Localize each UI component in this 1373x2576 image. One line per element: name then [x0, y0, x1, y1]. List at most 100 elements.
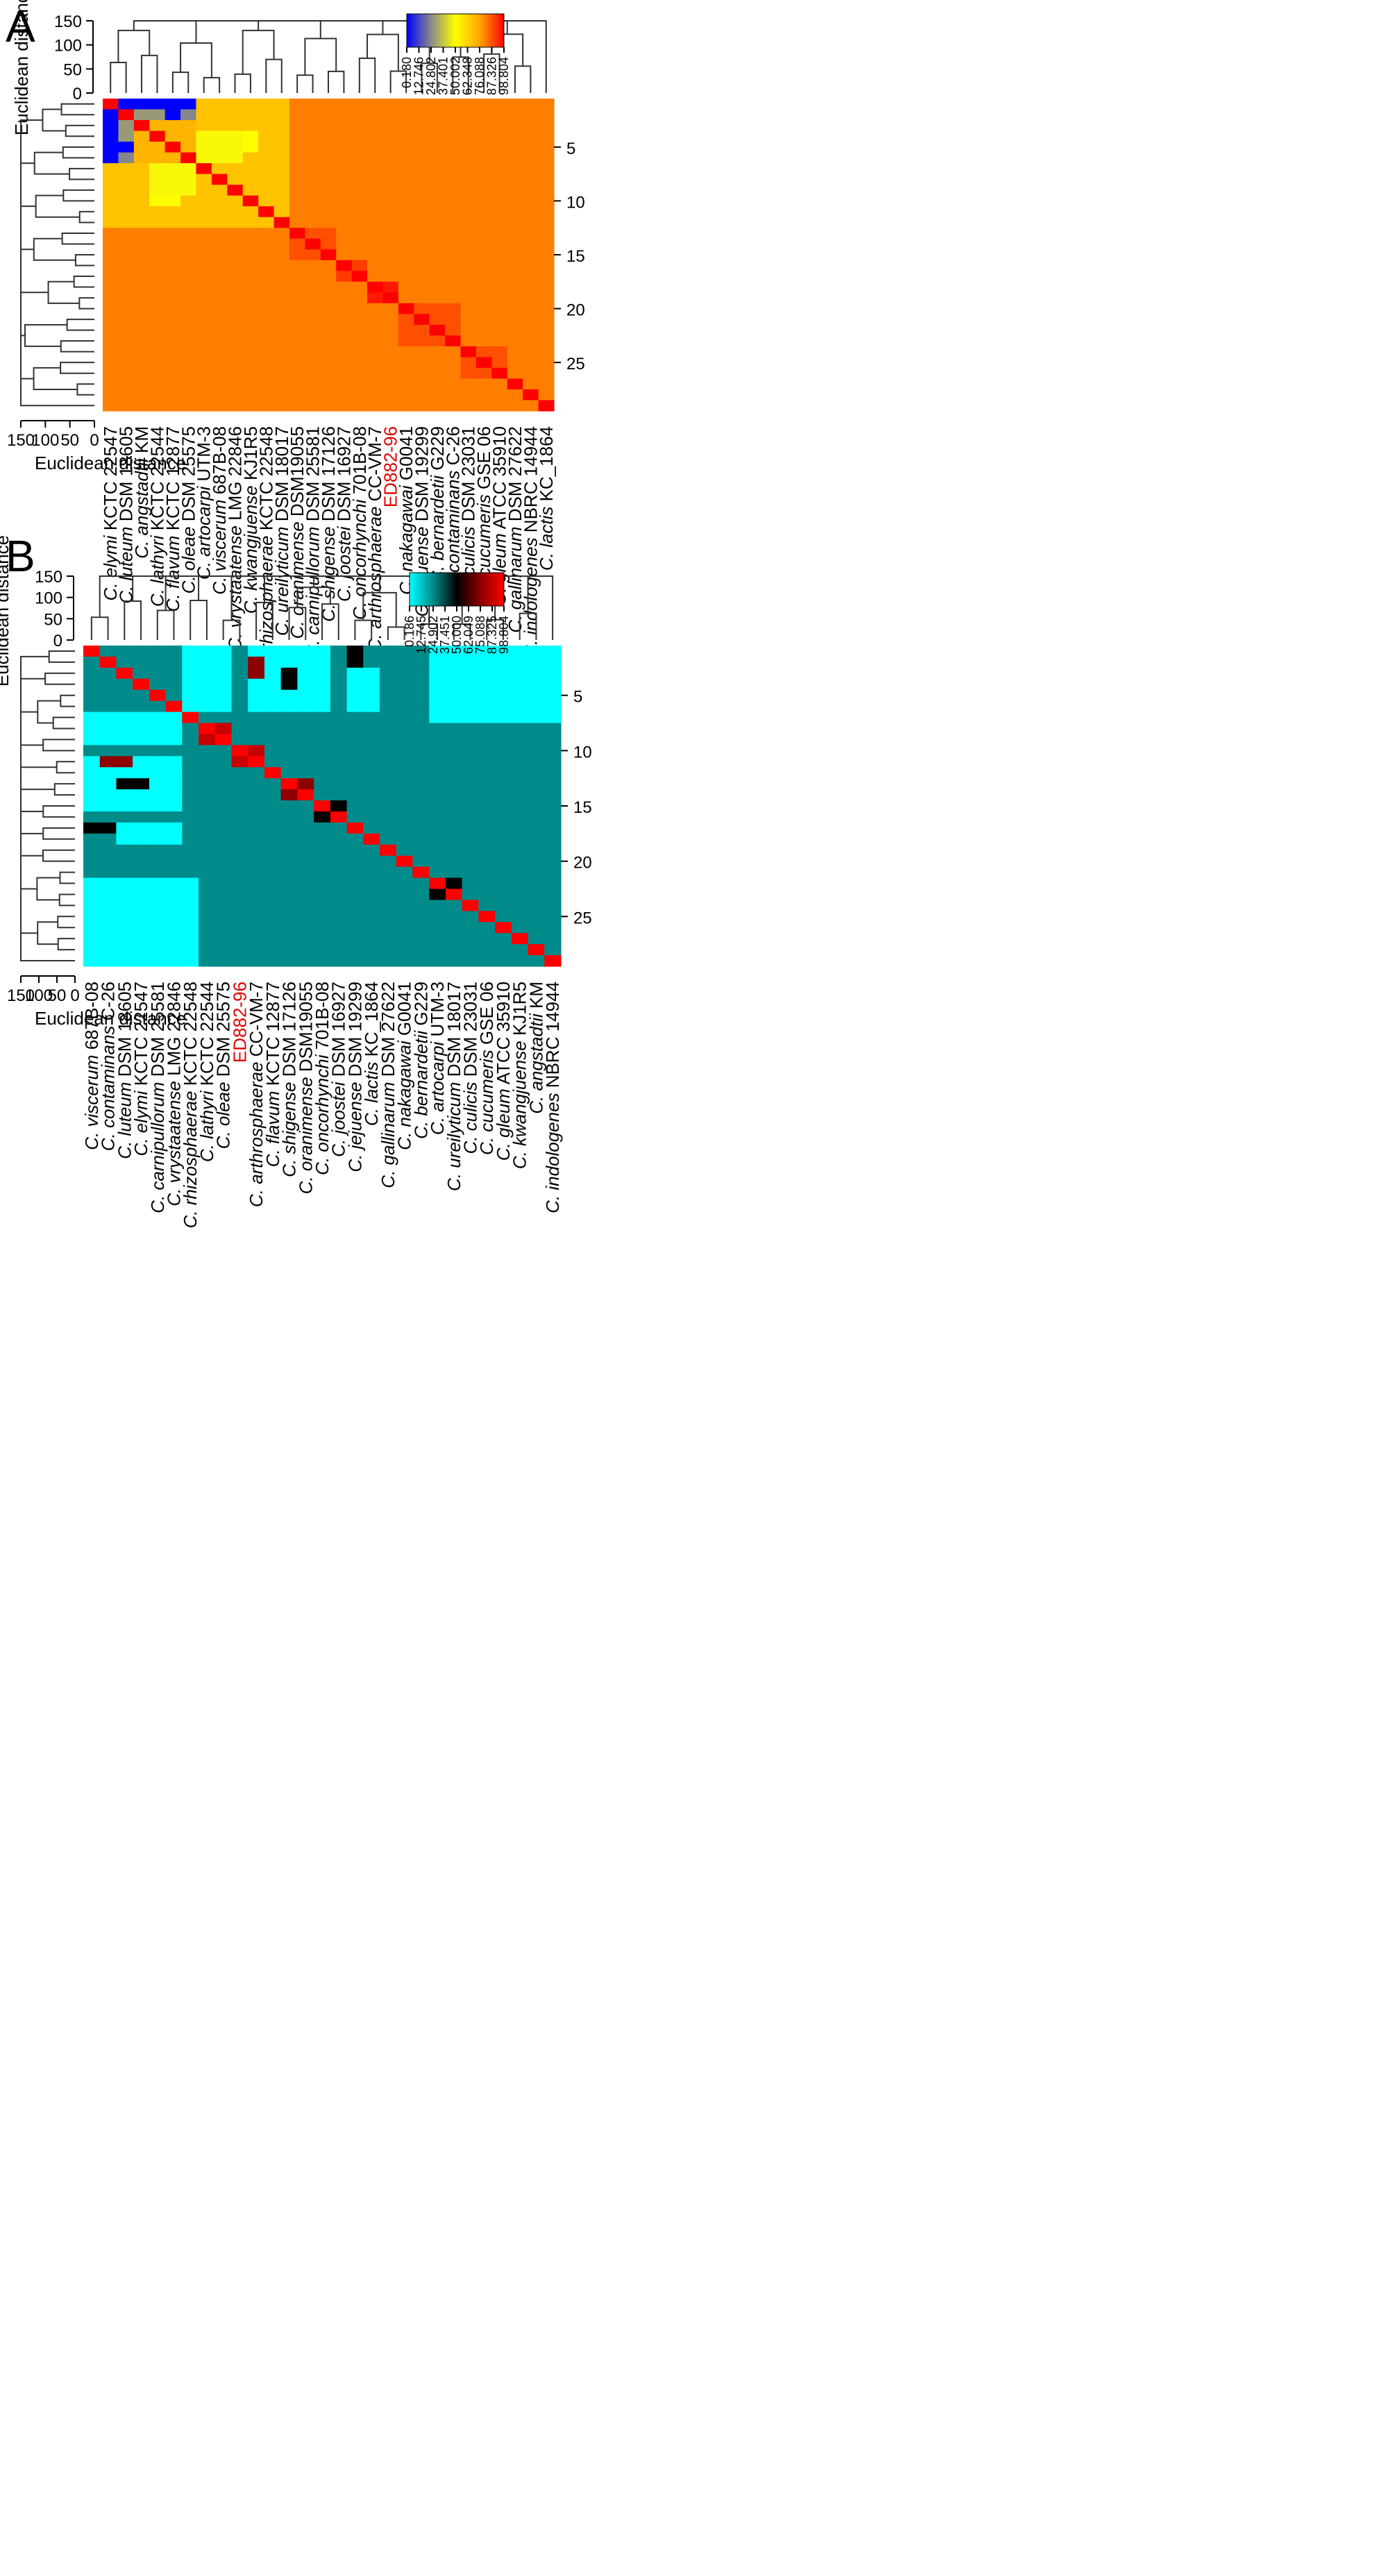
heatmap-cell	[544, 933, 562, 945]
heatmap-cell	[478, 734, 496, 746]
heatmap-cell	[227, 142, 244, 153]
heatmap-cell	[462, 933, 479, 945]
heatmap-cell	[460, 238, 477, 250]
heatmap-cell	[99, 656, 117, 668]
heatmap-cell	[231, 944, 249, 956]
strain-id: KCTC 12877	[162, 426, 183, 536]
heatmap-cell	[199, 955, 216, 967]
heatmap-cell	[231, 778, 249, 790]
heatmap-cell	[133, 367, 150, 380]
heatmap-cell	[199, 723, 216, 735]
heatmap-cell	[199, 833, 216, 845]
heatmap-cell	[273, 335, 290, 347]
heatmap-cell	[180, 174, 197, 185]
heatmap-cell	[330, 844, 348, 857]
heatmap-cell	[367, 314, 384, 326]
left-axis-tick-label: 50	[48, 986, 67, 1005]
heatmap-cell	[273, 260, 290, 271]
heatmap-cell	[289, 314, 305, 326]
heatmap-cell	[475, 228, 492, 239]
heatmap-cell	[491, 335, 508, 347]
heatmap-cell	[396, 855, 414, 868]
heatmap-cell	[196, 163, 212, 175]
heatmap-cell	[507, 314, 523, 326]
heatmap-cell	[211, 163, 228, 175]
heatmap-cell	[363, 712, 380, 724]
heatmap-cell	[336, 99, 353, 110]
heatmap-cell	[280, 712, 298, 724]
heatmap-cell	[180, 109, 197, 121]
heatmap-cell	[507, 367, 523, 380]
heatmap-cell	[367, 400, 384, 412]
heatmap-cell	[491, 99, 508, 110]
heatmap-cell	[462, 712, 479, 724]
heatmap-cell	[478, 789, 496, 801]
heatmap-cell	[398, 206, 414, 218]
heatmap-cell	[214, 778, 233, 790]
heatmap-cell	[330, 723, 348, 735]
heatmap-cell	[273, 99, 290, 110]
species-label: C. contaminans C-26	[98, 982, 119, 1151]
heatmap-cell	[305, 120, 321, 132]
heatmap-cell	[398, 163, 414, 175]
panel-letter: A	[6, 1, 35, 51]
heatmap-cell	[182, 844, 199, 857]
heatmap-cell	[511, 866, 529, 879]
heatmap-cell	[227, 174, 244, 185]
heatmap-cell	[305, 324, 321, 336]
heatmap-cell	[445, 800, 463, 812]
heatmap-cell	[280, 833, 298, 845]
heatmap-cell	[264, 723, 282, 735]
heatmap-cell	[330, 900, 348, 911]
dendrogram-branch	[60, 340, 94, 353]
heatmap-cell	[382, 131, 399, 142]
heatmap-cell	[320, 303, 337, 314]
heatmap-cell	[429, 667, 446, 680]
heatmap-cell	[382, 367, 399, 380]
dendrogram-branch	[73, 276, 94, 288]
heatmap-cell	[196, 314, 212, 326]
heatmap-cell	[297, 922, 314, 934]
heatmap-cell	[182, 667, 199, 680]
heatmap-cell	[149, 789, 167, 801]
heatmap-cell	[214, 811, 233, 823]
heatmap-cell	[182, 756, 199, 768]
heatmap-cell	[248, 911, 265, 923]
heatmap-cell	[363, 811, 380, 823]
heatmap-cell	[314, 700, 331, 713]
heatmap-cell	[396, 900, 414, 911]
dendrogram-branch	[141, 54, 158, 93]
heatmap-cell	[99, 911, 117, 923]
heatmap-cell	[511, 844, 529, 857]
heatmap-cell	[351, 228, 368, 239]
heatmap-cell	[491, 217, 508, 228]
heatmap-cell	[196, 206, 212, 218]
heatmap-cell	[414, 303, 430, 314]
heatmap-cell	[475, 152, 492, 164]
heatmap-cell	[182, 712, 199, 724]
heatmap-cell	[289, 142, 305, 153]
heatmap-cell	[165, 822, 183, 834]
heatmap-cell	[478, 656, 496, 668]
heatmap-cell	[149, 195, 166, 207]
heatmap-cell	[116, 833, 133, 845]
species-name: C. shigense	[279, 1082, 300, 1177]
heatmap-cell	[149, 335, 166, 347]
heatmap-cell	[330, 646, 348, 657]
heatmap-cell	[118, 281, 135, 293]
strain-id: LMG 22846	[164, 982, 185, 1081]
heatmap-cell	[414, 346, 430, 358]
heatmap-cell	[118, 120, 135, 132]
heatmap-cell	[346, 789, 364, 801]
legend-tick-label: 62.049	[462, 616, 475, 654]
heatmap-cell	[227, 109, 244, 121]
species-label: ED882-96	[229, 982, 250, 1063]
heatmap-cell	[429, 756, 446, 768]
heatmap-cell	[182, 689, 199, 702]
heatmap-cell	[507, 389, 523, 401]
heatmap-cell	[491, 109, 508, 121]
heatmap-cell	[199, 922, 216, 934]
heatmap-cell	[133, 109, 150, 121]
heatmap-cell	[227, 303, 244, 314]
heatmap-cell	[414, 142, 430, 153]
